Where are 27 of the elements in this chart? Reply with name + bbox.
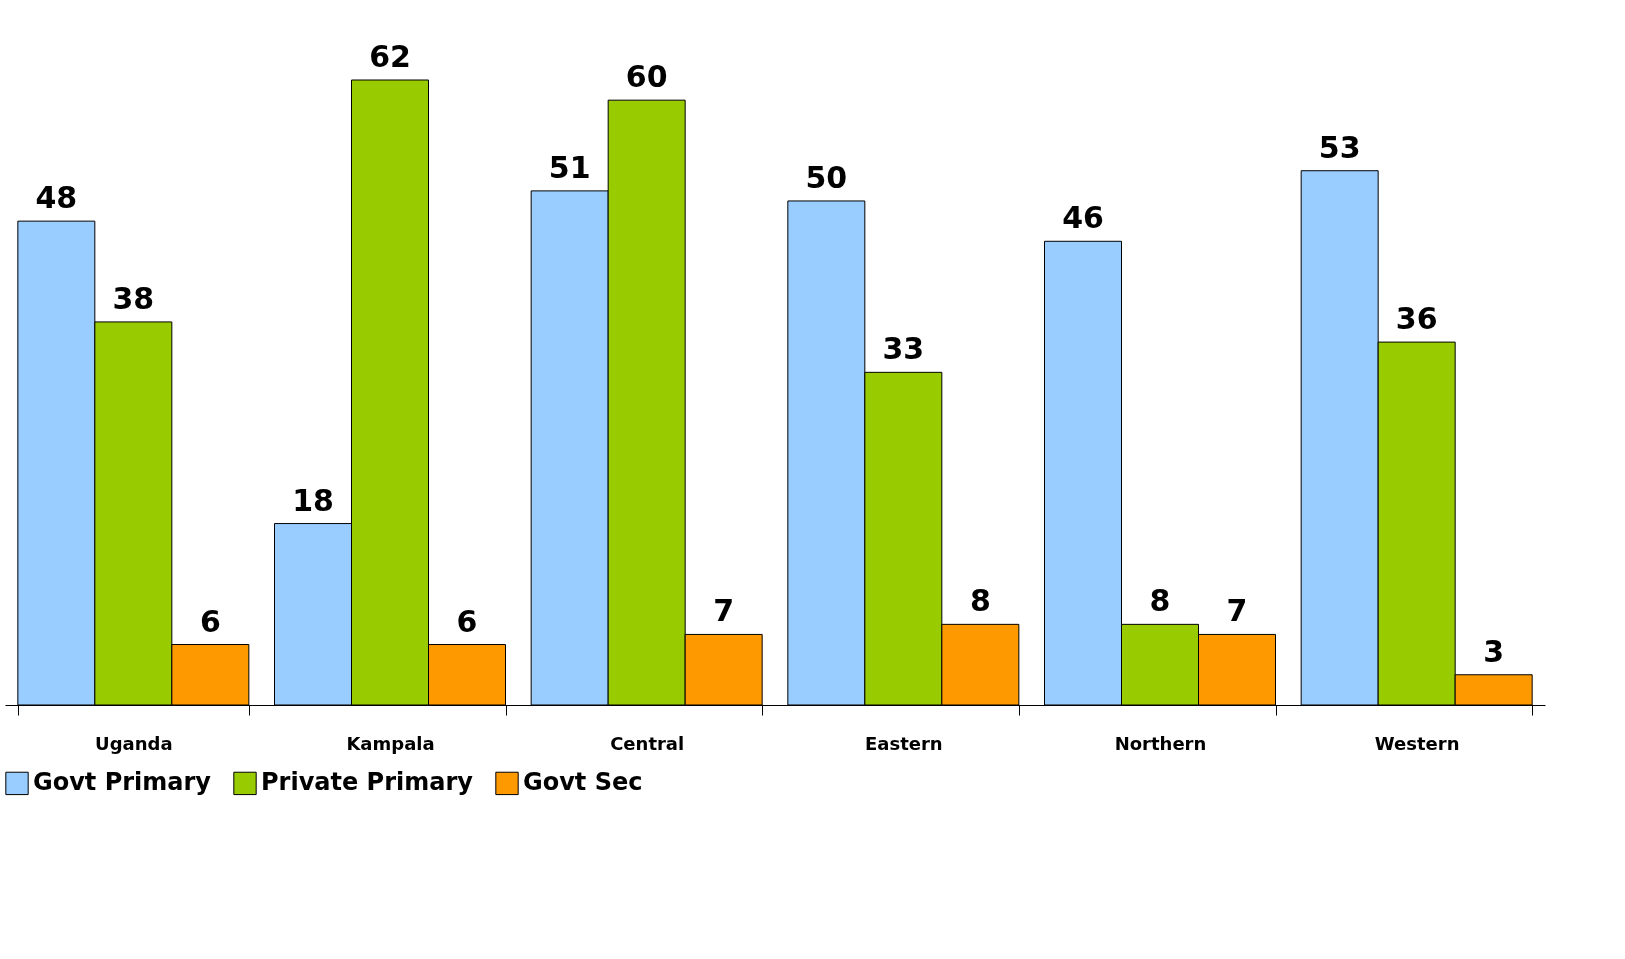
data-label: 33 bbox=[882, 331, 925, 367]
data-label: 51 bbox=[548, 149, 591, 185]
x-tick-label: Central bbox=[610, 732, 685, 754]
legend-label: Govt Primary bbox=[33, 768, 212, 797]
data-label: 62 bbox=[369, 39, 411, 74]
data-label: 18 bbox=[292, 482, 334, 518]
x-tick-label: Northern bbox=[1114, 732, 1207, 754]
x-tick-label: Eastern bbox=[865, 732, 943, 754]
x-tick-label: Uganda bbox=[95, 732, 173, 754]
legend-label: Govt Sec bbox=[523, 768, 643, 797]
legend-label: Private Primary bbox=[261, 768, 474, 797]
data-label: 7 bbox=[1226, 593, 1248, 629]
data-label: 53 bbox=[1318, 129, 1361, 165]
data-label: 8 bbox=[1149, 583, 1171, 619]
data-label: 50 bbox=[805, 159, 848, 195]
data-label: 6 bbox=[199, 603, 221, 639]
data-label: 36 bbox=[1395, 301, 1438, 337]
data-label: 7 bbox=[713, 593, 735, 629]
data-label: 6 bbox=[456, 603, 478, 639]
data-label: 8 bbox=[969, 583, 991, 619]
data-label: 60 bbox=[625, 59, 668, 95]
data-label: 46 bbox=[1062, 200, 1104, 236]
x-tick-label: Western bbox=[1374, 732, 1460, 754]
data-label: 38 bbox=[112, 280, 155, 316]
data-label: 48 bbox=[35, 180, 78, 216]
x-tick-label: Kampala bbox=[346, 732, 435, 754]
data-label: 3 bbox=[1483, 633, 1505, 669]
